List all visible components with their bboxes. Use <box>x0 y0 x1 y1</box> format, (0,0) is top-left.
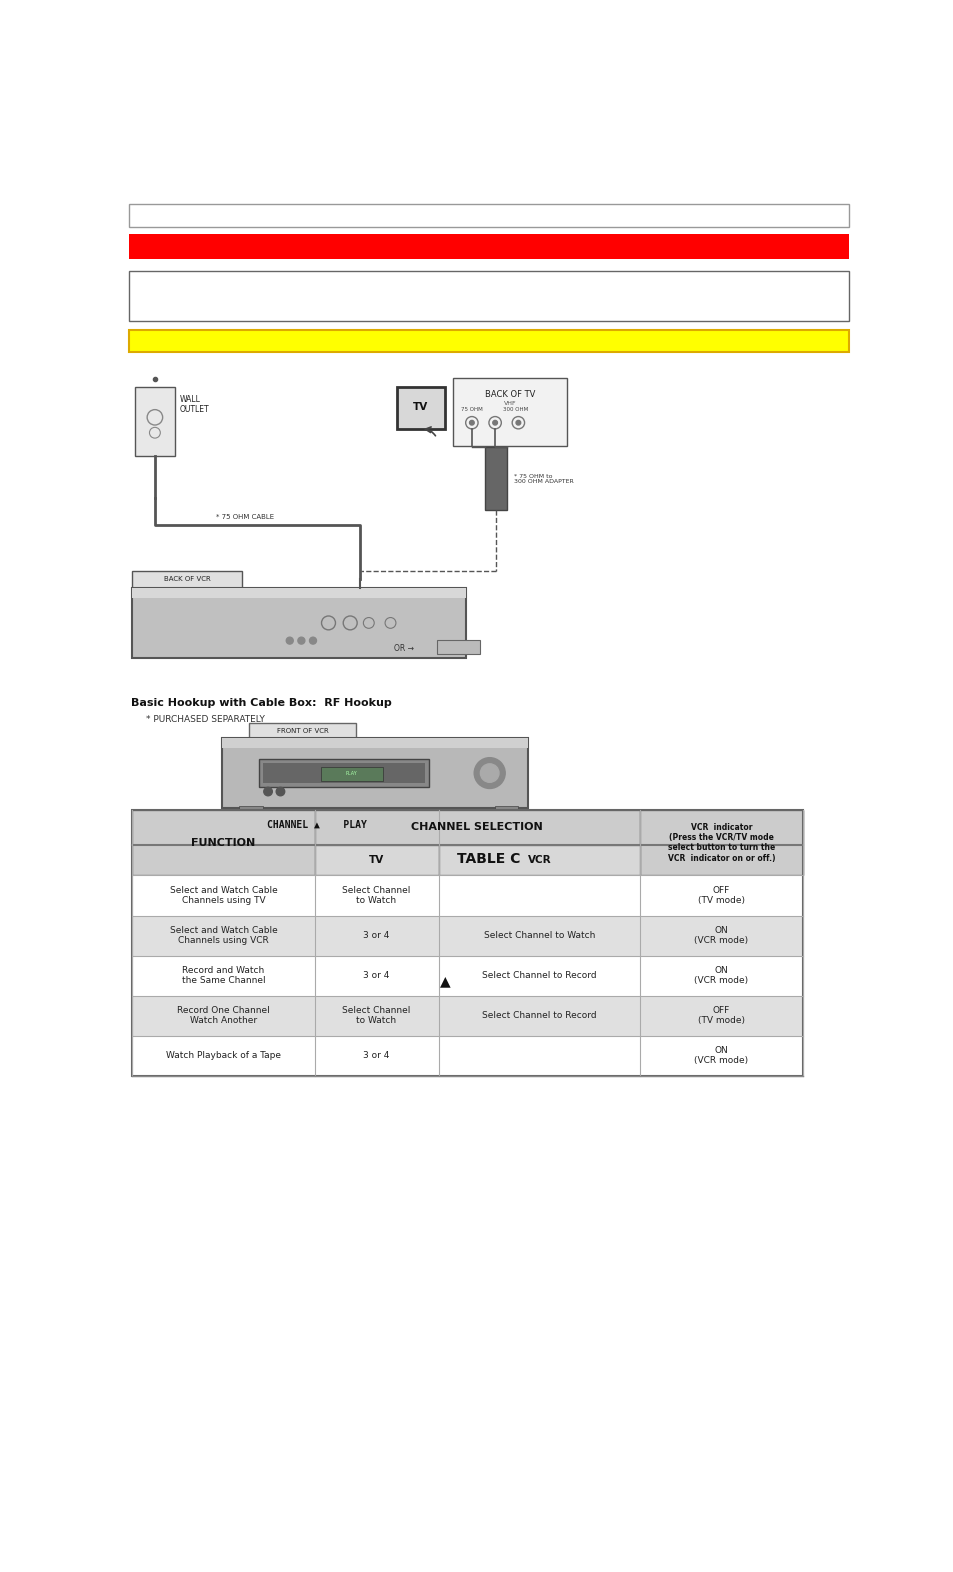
Text: Watch Playback of a Tape: Watch Playback of a Tape <box>166 1052 281 1060</box>
Bar <box>132 876 802 915</box>
Text: FRONT OF VCR: FRONT OF VCR <box>276 728 329 734</box>
Circle shape <box>297 637 305 645</box>
Text: OR →: OR → <box>394 645 414 652</box>
Bar <box>134 387 174 456</box>
Text: 3 or 4: 3 or 4 <box>363 931 390 940</box>
Circle shape <box>480 764 498 783</box>
Text: BACK OF TV: BACK OF TV <box>484 390 535 399</box>
Bar <box>438 844 639 876</box>
Bar <box>639 810 802 876</box>
Text: Select Channel
to Watch: Select Channel to Watch <box>342 885 411 905</box>
Text: PLAY: PLAY <box>346 772 357 777</box>
Bar <box>130 330 847 352</box>
Text: VCR: VCR <box>527 855 551 865</box>
Bar <box>132 915 802 956</box>
Text: * 75 OHM to
300 OHM ADAPTER: * 75 OHM to 300 OHM ADAPTER <box>514 473 574 484</box>
Text: Select Channel to Watch: Select Channel to Watch <box>483 931 595 940</box>
Text: FUNCTION: FUNCTION <box>192 838 255 847</box>
Bar <box>132 1036 802 1075</box>
Bar <box>239 806 262 814</box>
Text: Select Channel
to Watch: Select Channel to Watch <box>342 1006 411 1025</box>
Circle shape <box>276 788 284 795</box>
Text: ON
(VCR mode): ON (VCR mode) <box>694 1045 748 1066</box>
Bar <box>132 810 802 876</box>
Bar <box>436 640 479 654</box>
Text: * PURCHASED SEPARATELY: * PURCHASED SEPARATELY <box>146 715 265 725</box>
Bar <box>221 739 527 748</box>
Text: CHANNEL SELECTION: CHANNEL SELECTION <box>411 822 542 832</box>
Text: ON
(VCR mode): ON (VCR mode) <box>694 965 748 986</box>
Text: 3 or 4: 3 or 4 <box>363 1052 390 1060</box>
Bar <box>132 956 802 995</box>
Circle shape <box>469 420 474 424</box>
Text: Record and Watch
the Same Channel: Record and Watch the Same Channel <box>181 965 265 986</box>
Bar <box>132 588 465 599</box>
Bar <box>396 387 444 429</box>
Bar <box>132 588 465 659</box>
Bar <box>262 762 425 783</box>
Bar <box>314 844 438 876</box>
Bar <box>484 446 506 509</box>
Text: CHANNEL ▲    PLAY: CHANNEL ▲ PLAY <box>267 821 366 830</box>
Text: Select Channel to Record: Select Channel to Record <box>481 1011 596 1020</box>
Text: Select and Watch Cable
Channels using TV: Select and Watch Cable Channels using TV <box>170 885 277 905</box>
Bar <box>132 810 802 1075</box>
Text: OFF
(TV mode): OFF (TV mode) <box>698 885 744 905</box>
Bar <box>495 806 517 814</box>
Text: VHF: VHF <box>503 401 516 406</box>
Text: Select Channel to Record: Select Channel to Record <box>481 971 596 979</box>
Text: BACK OF VCR: BACK OF VCR <box>164 575 211 582</box>
Text: TABLE C: TABLE C <box>456 852 520 866</box>
Text: ON
(VCR mode): ON (VCR mode) <box>694 926 748 945</box>
Bar <box>320 767 382 781</box>
Bar <box>132 810 314 876</box>
Bar <box>132 571 242 588</box>
Circle shape <box>493 420 497 424</box>
Text: * 75 OHM CABLE: * 75 OHM CABLE <box>216 514 274 520</box>
Bar <box>130 234 847 259</box>
Bar <box>221 739 527 808</box>
Bar <box>452 377 567 446</box>
Circle shape <box>474 758 505 789</box>
Text: VCR  indicator
(Press the VCR/TV mode
select button to turn the
VCR  indicator o: VCR indicator (Press the VCR/TV mode sel… <box>667 822 775 863</box>
Bar <box>130 270 847 321</box>
Text: TV: TV <box>413 402 428 412</box>
Text: 75 OHM: 75 OHM <box>460 407 482 412</box>
Text: Select and Watch Cable
Channels using VCR: Select and Watch Cable Channels using VC… <box>170 926 277 945</box>
Circle shape <box>516 420 520 424</box>
Circle shape <box>286 637 293 645</box>
Text: 3 or 4: 3 or 4 <box>363 971 390 979</box>
Text: TV: TV <box>369 855 384 865</box>
Circle shape <box>264 788 272 795</box>
Text: WALL
OUTLET: WALL OUTLET <box>179 395 209 413</box>
Circle shape <box>309 637 316 645</box>
Text: Record One Channel
Watch Another: Record One Channel Watch Another <box>177 1006 270 1025</box>
Bar <box>130 204 847 226</box>
Bar <box>249 723 356 739</box>
Text: 300 OHM: 300 OHM <box>503 407 528 412</box>
Text: ▲: ▲ <box>439 975 451 989</box>
Text: OFF
(TV mode): OFF (TV mode) <box>698 1006 744 1025</box>
Bar <box>314 810 639 844</box>
Bar <box>132 995 802 1036</box>
Text: Basic Hookup with Cable Box:  RF Hookup: Basic Hookup with Cable Box: RF Hookup <box>131 698 392 709</box>
Bar <box>258 759 429 788</box>
